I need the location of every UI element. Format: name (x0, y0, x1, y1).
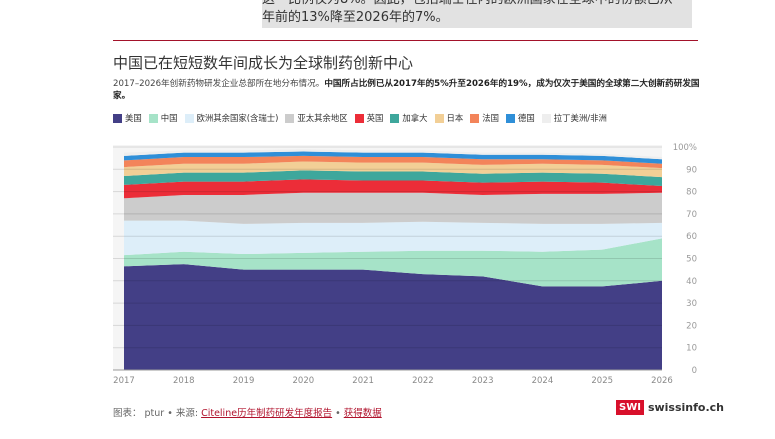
y-tick-label: 30 (686, 299, 697, 309)
legend-item: 美国 (113, 112, 142, 124)
x-tick-label: 2025 (591, 376, 613, 386)
x-tick-label: 2022 (412, 376, 434, 386)
y-tick-label: 80 (686, 188, 697, 198)
y-tick-label: 10 (686, 344, 697, 354)
legend-label: 拉丁美洲/非洲 (553, 113, 607, 123)
legend-label: 欧洲其余国家(含瑞士) (196, 113, 279, 123)
y-tick-label: 90 (686, 165, 697, 175)
legend-swatch (434, 113, 444, 123)
legend-item: 法国 (470, 112, 499, 124)
x-tick-label: 2024 (532, 376, 554, 386)
legend-swatch (354, 113, 364, 123)
chart-title: 中国已在短短数年间成长为全球制药创新中心 (113, 54, 414, 72)
legend-swatch (506, 113, 516, 123)
swi-logo-icon: SWI (616, 400, 644, 415)
legend-swatch (148, 113, 158, 123)
y-tick-label: 40 (686, 277, 697, 287)
article-line-2: 年前的13%降至2026年的7%。 (262, 10, 449, 25)
legend-item: 英国 (354, 112, 384, 124)
area-series-6 (124, 161, 662, 178)
legend-item: 德国 (506, 112, 535, 124)
area-series-2 (124, 220, 662, 256)
legend-swatch (541, 113, 551, 123)
x-tick-label: 2017 (113, 376, 135, 386)
legend-label: 英国 (366, 113, 384, 123)
area-series-3 (124, 192, 662, 224)
area-series-0 (124, 264, 662, 370)
x-tick-label: 2023 (472, 376, 494, 386)
legend-swatch (390, 113, 400, 123)
y-tick-label: 20 (686, 321, 697, 331)
x-tick-label: 2021 (352, 376, 374, 386)
x-tick-label: 2019 (233, 376, 255, 386)
article-line-1: 这一比例仅为8%。因此，包括瑞士在内的欧洲国家在全球中的份额已从 (262, 0, 692, 9)
legend-swatch (285, 113, 295, 123)
area-series-5 (124, 170, 662, 187)
area-series-8 (124, 151, 662, 164)
legend-label: 加拿大 (402, 113, 428, 123)
figure-top-rule (113, 40, 698, 41)
footer-prefix: 图表： ptur • 来源: (113, 408, 202, 419)
area-series-7 (124, 155, 662, 169)
legend-label: 日本 (446, 113, 464, 123)
x-tick-label: 2020 (293, 376, 315, 386)
subtitle-bold: 中国所占比例已从2017年的5%升至2026年的19%，成为仅次于美国的全球第二… (113, 79, 700, 101)
x-tick-label: 2026 (651, 376, 673, 386)
legend-item: 拉丁美洲/非洲 (541, 112, 607, 124)
chart-legend: 美国 中国 欧洲其余国家(含瑞士) 亚太其余地区 英国 加拿大 日本 法国 德国 拉丁美洲/非洲 (113, 112, 607, 124)
legend-item: 亚太其余地区 (285, 112, 348, 124)
legend-swatch (184, 113, 194, 123)
legend-label: 法国 (482, 113, 500, 123)
chart-subtitle: 2017–2026年创新药物研发企业总部所在地分布情况。中国所占比例已从2017… (113, 78, 703, 102)
legend-label: 亚太其余地区 (297, 113, 348, 123)
article-excerpt: 这一比例仅为8%。因此，包括瑞士在内的欧洲国家在全球中的份额已从 年前的13%降… (262, 0, 692, 28)
legend-item: 欧洲其余国家(含瑞士) (184, 112, 279, 124)
source-link[interactable]: Citeline历年制药研发年度报告 (201, 408, 333, 419)
chart-footer: 图表： ptur • 来源: Citeline历年制药研发年度报告 • 获得数据 (113, 405, 382, 419)
legend-swatch (113, 113, 122, 123)
y-tick-label: 50 (686, 255, 697, 265)
legend-item: 日本 (434, 112, 464, 124)
legend-item: 加拿大 (390, 112, 428, 124)
x-tick-label: 2018 (173, 376, 195, 386)
area-series-9 (124, 149, 662, 160)
legend-item: 中国 (148, 112, 178, 124)
legend-swatch (470, 113, 480, 123)
y-tick-label: 0 (692, 366, 697, 376)
brand-site: swissinfo.ch (647, 401, 725, 414)
get-data-link[interactable]: 获得数据 (343, 408, 382, 419)
legend-label: 中国 (160, 113, 178, 123)
area-series-4 (124, 179, 662, 199)
y-tick-label: 60 (686, 232, 697, 242)
brand-logo[interactable]: SWI swissinfo.ch (616, 400, 724, 415)
y-tick-label: 100% (673, 143, 697, 153)
subtitle-plain: 2017–2026年创新药物研发企业总部所在地分布情况。 (113, 79, 325, 89)
footer-separator: • (332, 408, 344, 419)
y-tick-label: 70 (686, 210, 697, 220)
legend-label: 美国 (125, 113, 142, 123)
legend-label: 德国 (518, 113, 535, 123)
area-series-1 (124, 238, 662, 287)
